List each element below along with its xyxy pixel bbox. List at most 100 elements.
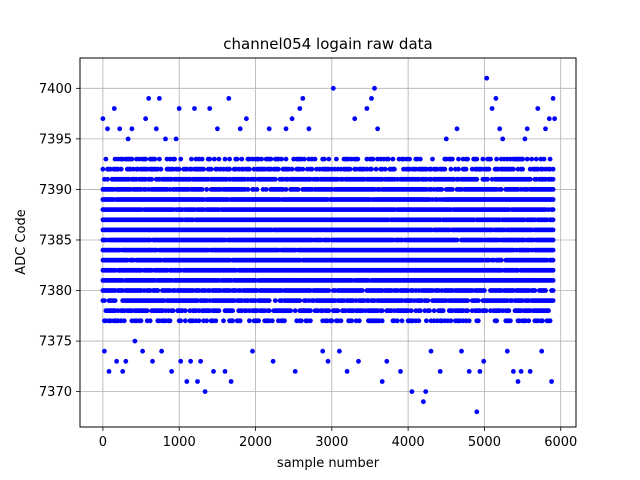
outlier-point xyxy=(524,126,530,132)
data-point xyxy=(533,156,539,162)
outlier-point xyxy=(100,116,106,122)
data-point xyxy=(282,318,287,324)
outlier-point xyxy=(237,126,243,132)
outlier-point xyxy=(552,116,557,122)
data-point xyxy=(456,166,461,172)
data-point xyxy=(550,166,556,172)
data-point xyxy=(482,288,487,293)
data-point xyxy=(234,156,240,162)
outlier-point xyxy=(211,369,216,374)
outlier-point xyxy=(250,348,255,354)
data-point xyxy=(112,298,118,303)
data-point xyxy=(439,187,445,192)
data-point xyxy=(230,308,236,314)
data-point xyxy=(529,156,535,162)
outlier-point xyxy=(375,126,380,132)
data-point xyxy=(349,318,355,324)
data-point xyxy=(222,156,228,162)
data-point xyxy=(370,156,376,162)
data-point xyxy=(486,166,492,172)
data-point xyxy=(288,308,293,314)
data-point xyxy=(129,156,135,162)
outlier-point xyxy=(102,348,107,354)
outlier-point xyxy=(159,348,165,354)
data-point xyxy=(440,308,446,314)
outlier-point xyxy=(184,379,190,384)
data-point xyxy=(178,318,184,324)
outlier-point xyxy=(105,126,110,132)
data-point xyxy=(121,318,127,324)
outlier-point xyxy=(195,379,200,384)
x-tick-label: 1000 xyxy=(163,435,196,450)
outlier-point xyxy=(443,136,449,142)
data-point xyxy=(182,318,188,324)
outlier-point xyxy=(114,358,119,364)
outlier-point xyxy=(337,348,342,354)
outlier-point xyxy=(364,106,370,111)
data-point xyxy=(356,318,362,324)
data-point xyxy=(474,176,480,182)
data-point xyxy=(247,166,252,172)
data-point xyxy=(297,298,303,303)
outlier-point xyxy=(527,369,533,374)
outlier-point xyxy=(454,126,460,132)
data-point xyxy=(143,156,149,162)
data-point xyxy=(204,318,210,324)
outlier-point xyxy=(289,116,295,122)
data-point xyxy=(379,318,385,324)
data-point xyxy=(520,166,525,172)
outlier-point xyxy=(143,116,149,122)
data-point xyxy=(456,156,461,162)
data-point xyxy=(199,187,205,192)
outlier-point xyxy=(228,379,234,384)
data-point xyxy=(416,318,422,324)
data-point xyxy=(263,187,269,192)
data-point xyxy=(149,176,155,182)
data-point xyxy=(216,308,222,314)
outlier-point xyxy=(132,338,138,344)
outlier-point xyxy=(466,369,472,374)
outlier-point xyxy=(459,348,464,354)
y-tick-label: 7385 xyxy=(39,233,72,248)
data-point xyxy=(138,318,144,324)
data-point xyxy=(480,156,486,162)
outlier-point xyxy=(369,96,374,101)
data-point xyxy=(208,166,214,172)
outlier-point xyxy=(215,126,220,132)
outlier-point xyxy=(120,369,126,374)
data-point xyxy=(454,237,460,243)
data-point xyxy=(326,156,332,162)
data-point xyxy=(272,176,278,182)
data-point xyxy=(511,166,516,172)
data-point xyxy=(221,318,226,324)
data-point xyxy=(498,187,504,192)
data-point xyxy=(268,156,274,162)
data-point xyxy=(520,156,525,162)
data-point xyxy=(382,166,388,172)
data-point xyxy=(379,308,385,314)
outlier-point xyxy=(423,389,429,394)
y-tick-label: 7370 xyxy=(39,385,72,400)
x-tick-label: 0 xyxy=(99,435,107,450)
data-point xyxy=(312,156,318,162)
outlier-point xyxy=(169,369,175,374)
data-point xyxy=(167,318,173,324)
data-point xyxy=(247,318,252,324)
data-point xyxy=(417,308,423,314)
outlier-point xyxy=(549,379,554,384)
outlier-point xyxy=(192,106,197,111)
data-point xyxy=(211,156,217,162)
data-point xyxy=(541,156,547,162)
data-point xyxy=(118,166,124,172)
outlier-point xyxy=(344,369,350,374)
data-point xyxy=(152,156,158,162)
outlier-point xyxy=(325,358,331,364)
data-point xyxy=(266,298,272,303)
outlier-point xyxy=(129,126,135,132)
data-point xyxy=(269,318,275,324)
data-point xyxy=(292,308,298,314)
data-point xyxy=(488,156,493,162)
outlier-point xyxy=(428,348,434,354)
outlier-point xyxy=(320,348,326,354)
data-point xyxy=(550,298,556,303)
